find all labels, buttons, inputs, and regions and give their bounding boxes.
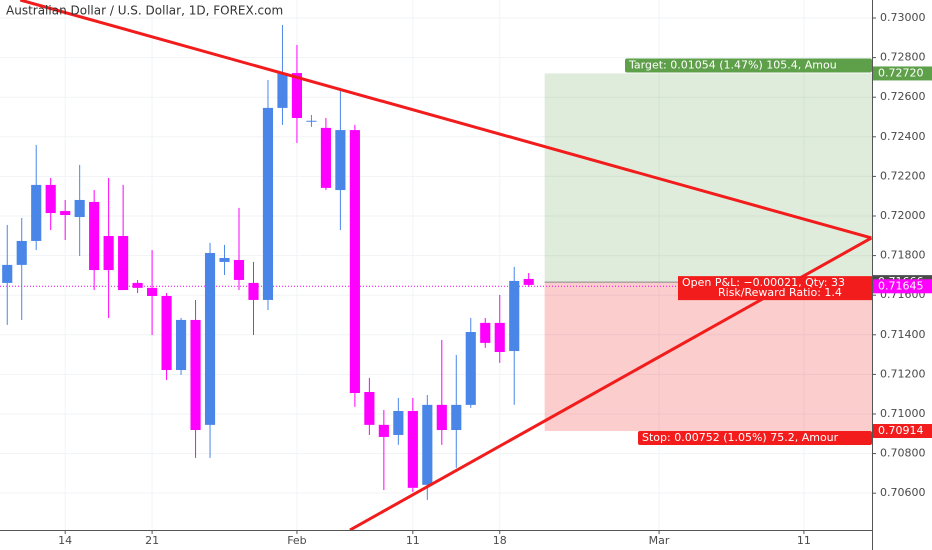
- candle-body: [175, 319, 187, 371]
- candle-body: [16, 240, 27, 265]
- candle-body: [2, 264, 13, 283]
- candle-body: [306, 120, 317, 122]
- chart-title: Australian Dollar / U.S. Dollar, 1D, FOR…: [6, 4, 283, 18]
- price-tag-label: 0.70914: [878, 424, 924, 437]
- price-tag: [873, 279, 932, 294]
- candle-body: [60, 211, 71, 216]
- target-label-box: [625, 58, 872, 73]
- candle-body: [364, 392, 375, 425]
- candle-body: [248, 282, 259, 300]
- x-tick-label: Mar: [649, 534, 670, 547]
- y-tick-label: 0.72600: [880, 90, 926, 103]
- candle-body: [422, 404, 433, 485]
- y-tick-label: 0.70800: [880, 447, 926, 460]
- x-tick-label: 11: [406, 534, 420, 547]
- candle-body: [480, 322, 491, 343]
- candle-body: [494, 322, 505, 353]
- pnl-label: Open P&L: −0.00021, Qty: 33: [682, 276, 845, 289]
- candle-body: [291, 73, 303, 118]
- pnl-box: [678, 276, 872, 301]
- y-tick-label: 0.72000: [880, 209, 926, 222]
- candle-body: [132, 282, 143, 288]
- candle-body: [190, 319, 201, 431]
- candle-body: [465, 332, 476, 405]
- candle-body: [74, 199, 85, 217]
- candle-body: [451, 404, 462, 431]
- trendline: [19, 0, 872, 240]
- candle-body: [509, 280, 520, 352]
- y-tick-label: 0.72200: [880, 169, 926, 182]
- ratio-label: Risk/Reward Ratio: 1.4: [718, 286, 842, 299]
- candle-body: [523, 278, 534, 285]
- candle-body: [378, 424, 389, 437]
- y-tick-label: 0.71200: [880, 367, 926, 380]
- candle-body: [219, 257, 230, 262]
- candle-body: [320, 127, 331, 188]
- candle-body: [335, 130, 346, 191]
- target-label: Target: 0.01054 (1.47%) 105.4, Amou: [628, 58, 837, 71]
- candle-body: [262, 107, 274, 300]
- candle-body: [89, 201, 100, 271]
- price-tag: [873, 66, 932, 81]
- y-tick-label: 0.72400: [880, 130, 926, 143]
- candle-body: [349, 130, 360, 393]
- price-tag-label: 0.72720: [878, 66, 924, 79]
- candle-body: [407, 411, 418, 488]
- candle-body: [393, 411, 404, 435]
- candle-body: [436, 404, 447, 431]
- candle-body: [103, 235, 114, 271]
- stop-label-box: [638, 431, 872, 446]
- y-tick-label: 0.71800: [880, 249, 926, 262]
- candle-body: [147, 287, 158, 296]
- price-tag-label: 0.71645: [878, 279, 924, 292]
- candle-body: [31, 184, 42, 241]
- x-tick-label: 14: [58, 534, 72, 547]
- y-tick-label: 0.73000: [880, 11, 926, 24]
- stop-zone: [544, 282, 872, 432]
- y-tick-label: 0.72800: [880, 51, 926, 64]
- candle-body: [161, 295, 172, 371]
- candle-body: [233, 259, 245, 280]
- x-tick-label: 18: [493, 534, 507, 547]
- x-tick-label: 11: [797, 534, 811, 547]
- candle-body: [204, 253, 216, 425]
- y-tick-label: 0.71400: [880, 328, 926, 341]
- candle-body: [118, 235, 129, 291]
- y-tick-label: 0.71000: [880, 407, 926, 420]
- x-tick-label: Feb: [287, 534, 306, 547]
- candle-body: [45, 184, 56, 214]
- candle-body: [277, 73, 288, 108]
- stop-label: Stop: 0.00752 (1.05%) 75.2, Amour: [642, 431, 839, 444]
- price-tag: [873, 424, 932, 439]
- plot-area: [0, 0, 872, 530]
- x-tick-label: 21: [145, 534, 159, 547]
- y-tick-label: 0.70600: [880, 486, 926, 499]
- target-zone: [544, 73, 872, 283]
